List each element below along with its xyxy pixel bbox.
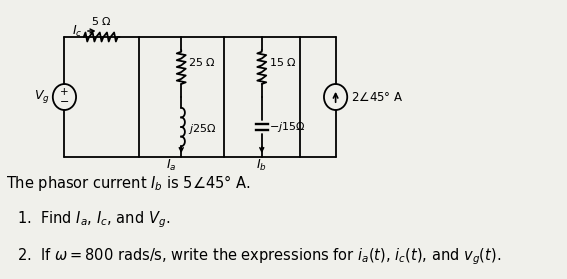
Text: −: − [60, 97, 69, 107]
Text: 15 $\Omega$: 15 $\Omega$ [269, 56, 297, 68]
Text: $I_a$: $I_a$ [166, 158, 176, 173]
Text: $V_g$: $V_g$ [35, 88, 50, 105]
Text: $-j$15$\Omega$: $-j$15$\Omega$ [269, 120, 306, 134]
Text: 2$\angle$45° A: 2$\angle$45° A [351, 90, 403, 104]
Text: +: + [60, 87, 69, 97]
Text: 1.  Find $I_a$, $I_c$, and $V_g$.: 1. Find $I_a$, $I_c$, and $V_g$. [17, 209, 170, 230]
Text: $j$25$\Omega$: $j$25$\Omega$ [188, 122, 217, 136]
Text: $I_c$: $I_c$ [71, 23, 82, 39]
Text: 5 $\Omega$: 5 $\Omega$ [91, 15, 112, 27]
Text: The phasor current $I_b$ is $5\angle45°$ A.: The phasor current $I_b$ is $5\angle45°$… [6, 173, 251, 193]
Text: 25 $\Omega$: 25 $\Omega$ [188, 56, 216, 68]
Text: 2.  If $\omega = 800$ rads/s, write the expressions for $i_a(t)$, $i_c(t)$, and : 2. If $\omega = 800$ rads/s, write the e… [17, 246, 501, 267]
Text: $I_b$: $I_b$ [256, 158, 267, 173]
